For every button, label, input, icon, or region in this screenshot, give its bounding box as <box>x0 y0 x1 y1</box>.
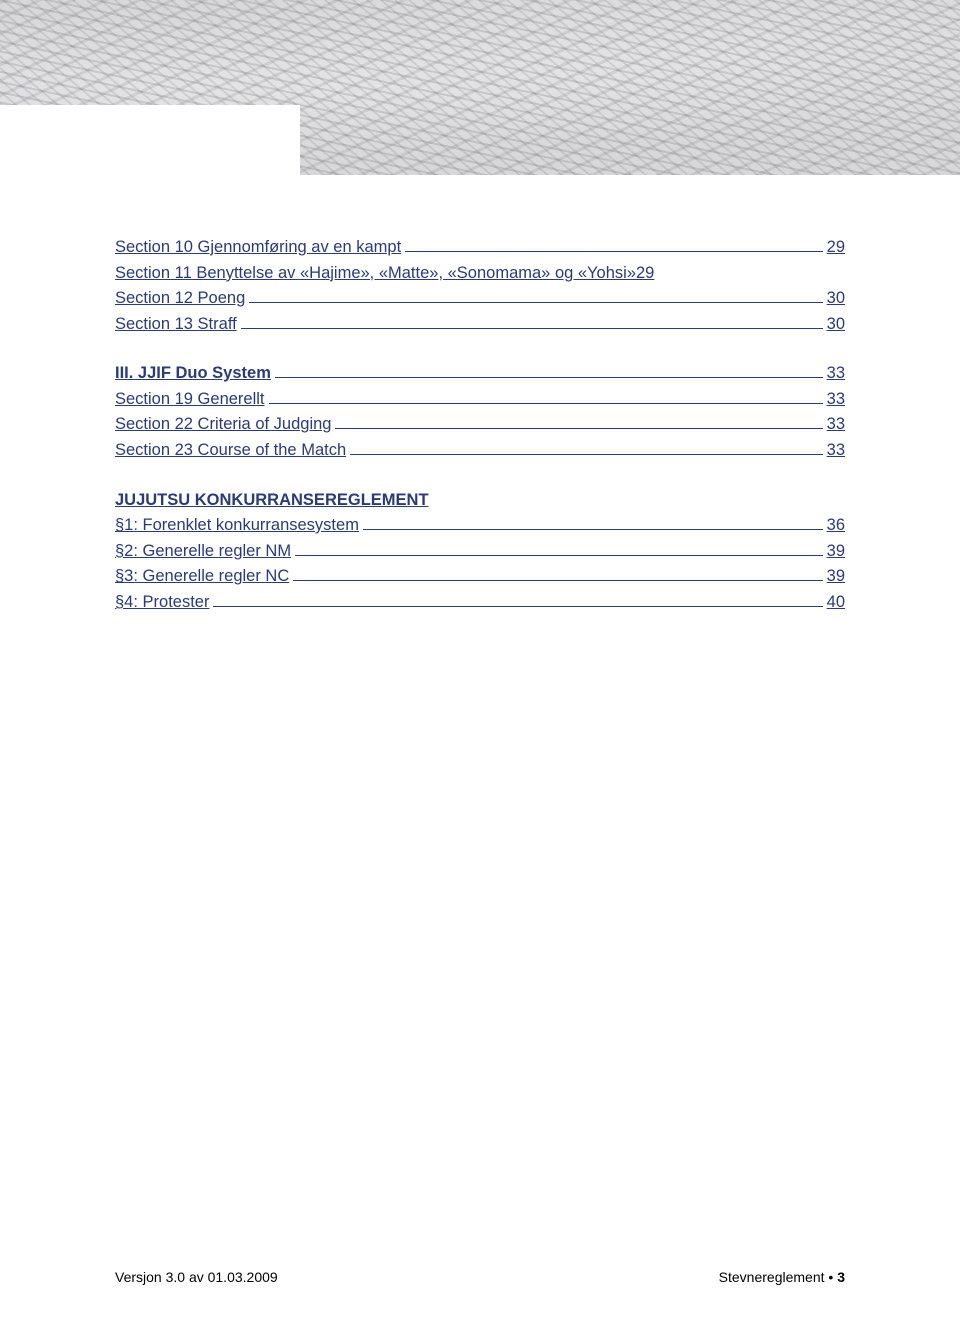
toc-page: 39 <box>827 539 845 565</box>
toc-label: §3: Generelle regler NC <box>115 564 289 590</box>
toc-page: 36 <box>827 513 845 539</box>
toc-label: Section 12 Poeng <box>115 286 245 312</box>
footer-version: Versjon 3.0 av 01.03.2009 <box>115 1269 278 1285</box>
toc-page: 33 <box>827 361 845 387</box>
toc-entry[interactable]: Section 11 Benyttelse av «Hajime», «Matt… <box>115 261 845 287</box>
toc-section-header[interactable]: III. JJIF Duo System 33 <box>115 361 845 387</box>
toc-leader <box>295 555 823 556</box>
toc-entry[interactable]: §1: Forenklet konkurransesystem 36 <box>115 513 845 539</box>
toc-label: §2: Generelle regler NM <box>115 539 291 565</box>
toc-leader <box>405 251 822 252</box>
toc-label: Section 11 Benyttelse av «Hajime», «Matt… <box>115 261 636 287</box>
toc-label: §1: Forenklet konkurransesystem <box>115 513 359 539</box>
toc-label: Section 19 Generellt <box>115 387 265 413</box>
toc-entry[interactable]: Section 12 Poeng 30 <box>115 286 845 312</box>
toc-page: 33 <box>827 412 845 438</box>
toc-leader <box>363 529 823 530</box>
toc-page: 40 <box>827 590 845 616</box>
toc-label: §4: Protester <box>115 590 209 616</box>
toc-entry[interactable]: Section 23 Course of the Match 33 <box>115 438 845 464</box>
header-white-box <box>0 105 300 177</box>
toc-page: 30 <box>827 286 845 312</box>
toc-leader <box>350 454 823 455</box>
toc-label: III. JJIF Duo System <box>115 361 271 387</box>
toc-page: 33 <box>827 438 845 464</box>
toc-leader <box>213 606 822 607</box>
toc-leader <box>249 302 822 303</box>
toc-label: Section 22 Criteria of Judging <box>115 412 331 438</box>
footer: Versjon 3.0 av 01.03.2009 Stevnereglemen… <box>115 1269 845 1285</box>
toc-entry[interactable]: §3: Generelle regler NC 39 <box>115 564 845 590</box>
footer-doc-title: Stevnereglement • <box>719 1269 838 1285</box>
toc-entry[interactable]: §4: Protester 40 <box>115 590 845 616</box>
toc-entry[interactable]: Section 13 Straff 30 <box>115 312 845 338</box>
toc-label: Section 10 Gjennomføring av en kampt <box>115 235 401 261</box>
toc-leader <box>293 580 822 581</box>
toc-page: 29 <box>827 235 845 261</box>
toc-entry[interactable]: Section 10 Gjennomføring av en kampt 29 <box>115 235 845 261</box>
footer-right: Stevnereglement • 3 <box>719 1269 845 1285</box>
toc-page: 30 <box>827 312 845 338</box>
toc-leader <box>269 403 823 404</box>
toc-page: 39 <box>827 564 845 590</box>
toc-page: 33 <box>827 387 845 413</box>
header-banner <box>0 0 960 175</box>
toc-label: Section 13 Straff <box>115 312 237 338</box>
toc-entry[interactable]: Section 22 Criteria of Judging 33 <box>115 412 845 438</box>
toc-entry[interactable]: §2: Generelle regler NM 39 <box>115 539 845 565</box>
toc-heading[interactable]: JUJUTSU KONKURRANSEREGLEMENT <box>115 488 845 514</box>
toc-content: Section 10 Gjennomføring av en kampt 29 … <box>0 175 960 615</box>
toc-leader <box>241 328 823 329</box>
toc-leader <box>335 428 822 429</box>
toc-page: 29 <box>636 261 654 287</box>
footer-page-number: 3 <box>837 1269 845 1285</box>
toc-entry[interactable]: Section 19 Generellt 33 <box>115 387 845 413</box>
toc-label: Section 23 Course of the Match <box>115 438 346 464</box>
toc-leader <box>275 377 823 378</box>
